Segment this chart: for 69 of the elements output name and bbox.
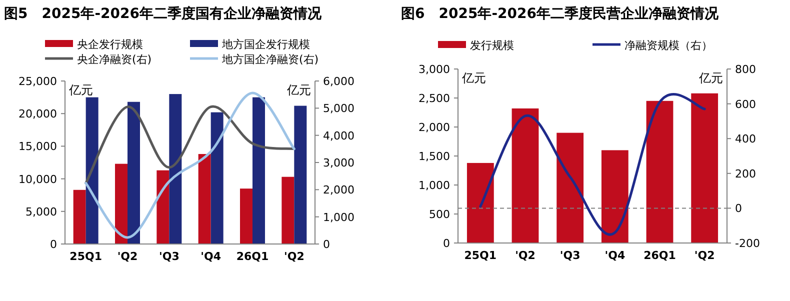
y2-tick-label: 5,000 [323,102,354,116]
y2-tick-label: 4,000 [323,129,354,142]
x-tick-label: 'Q2 [284,250,304,263]
bar [252,97,265,244]
x-tick-label: 26Q1 [644,249,676,262]
y-tick-label: 0 [443,237,450,250]
bar [128,102,140,244]
x-tick-label: 25Q1 [464,249,497,262]
x-tick-label: 'Q4 [604,249,626,262]
y-axis-title: 亿元 [461,71,486,85]
legend-label: 央企发行规模 [77,38,143,51]
y-tick-label: 3,000 [418,63,450,76]
bar [556,132,584,243]
chart-title: 图6 2025年-2026年二季度民营企业净融资情况 [401,5,720,22]
y-tick-label: 0 [50,238,57,251]
bar [73,190,86,244]
x-tick-label: 25Q1 [70,250,102,263]
y-axis-title: 亿元 [68,83,93,97]
x-tick-label: 'Q2 [694,249,715,262]
bar [210,112,224,244]
bar [601,150,628,243]
legend-label: 央企净融资(右) [77,53,152,66]
y-tick-label: 10,000 [18,172,57,186]
y2-tick-label: -200 [735,237,760,250]
y2-tick-label: 0 [735,202,742,216]
legend-label: 地方国企净融资(右) [221,53,319,66]
y2-tick-label: 0 [323,238,330,251]
bar [294,106,307,244]
y2-tick-label: 400 [735,132,756,146]
bar [156,170,170,244]
y2-tick-label: 600 [735,98,756,111]
y2-tick-label: 800 [735,63,756,76]
y-tick-label: 1,000 [418,179,450,192]
y2-axis-title: 亿元 [698,71,723,85]
y-tick-label: 500 [429,208,450,221]
y-tick-label: 5,000 [26,205,57,218]
x-tick-label: 'Q2 [117,250,138,263]
legend-label: 净融资规模（右） [624,39,712,52]
bar [691,93,718,243]
bar [646,100,674,243]
y-tick-label: 2,500 [418,92,450,105]
x-tick-label: 'Q3 [158,250,180,263]
y-tick-label: 20,000 [18,108,57,121]
bar [169,94,182,244]
bar [240,188,252,244]
legend-label: 发行规模 [470,39,514,52]
x-tick-label: 'Q2 [515,249,536,262]
y-tick-label: 25,000 [18,75,57,88]
y2-axis-title: 亿元 [286,83,311,97]
y-tick-label: 2,000 [418,121,450,134]
y2-tick-label: 6,000 [323,75,354,88]
y-tick-label: 15,000 [18,140,57,154]
bar [86,97,98,244]
chart-title: 图5 2025年-2026年二季度国有企业净融资情况 [4,5,322,22]
y2-tick-label: 200 [735,167,756,180]
bar [282,176,294,244]
bar [198,154,211,244]
y-tick-label: 1,500 [418,150,450,163]
x-tick-label: 'Q3 [560,249,580,262]
bar [512,108,539,243]
y2-tick-label: 2,000 [323,184,354,197]
bar [115,164,128,244]
bar [466,162,494,243]
y2-tick-label: 1,000 [323,210,354,224]
y2-tick-label: 3,000 [323,156,354,170]
line-series [84,105,296,184]
x-tick-label: 'Q4 [200,250,222,263]
legend-label: 地方国企发行规模 [221,38,310,51]
x-tick-label: 26Q1 [236,250,269,263]
